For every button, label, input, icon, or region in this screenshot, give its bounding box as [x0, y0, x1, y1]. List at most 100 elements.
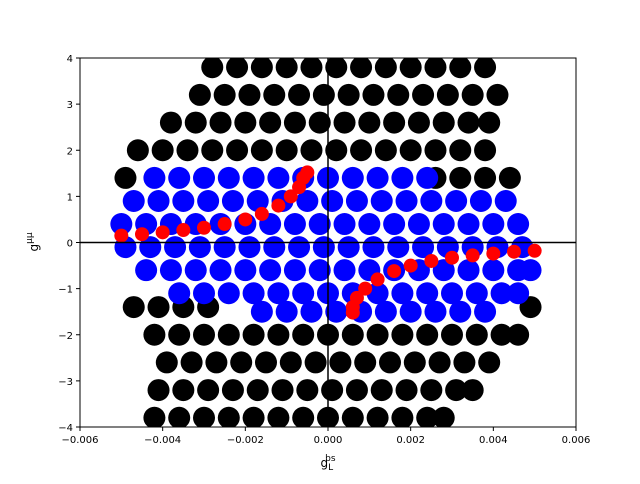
scatter-point: [201, 58, 224, 79]
scatter-point: [254, 206, 269, 221]
x-axis-label: gLbs: [320, 454, 335, 473]
scatter-point: [263, 236, 286, 259]
scatter-point: [296, 379, 319, 402]
scatter-point: [345, 305, 360, 320]
scatter-point: [193, 406, 215, 427]
scatter-point: [321, 379, 344, 402]
scatter-point: [341, 323, 364, 346]
scatter-point: [110, 213, 133, 236]
scatter-point: [275, 58, 298, 79]
scatter-point: [193, 282, 215, 305]
scatter-point: [271, 379, 294, 402]
plot-area: [80, 58, 576, 427]
scatter-point: [147, 189, 170, 212]
scatter-point: [341, 166, 364, 189]
y-tick-label: −4: [58, 423, 73, 434]
scatter-point: [159, 259, 182, 282]
y-tick-label: 3: [67, 100, 73, 111]
scatter-point: [391, 323, 414, 346]
scatter-point: [259, 259, 282, 282]
scatter-point: [184, 111, 207, 134]
scatter-point: [308, 213, 331, 236]
scatter-point: [275, 139, 298, 162]
scatter-point: [329, 351, 352, 374]
scatter-point: [193, 323, 215, 346]
scatter-point: [399, 139, 422, 162]
scatter-point: [283, 213, 306, 236]
scatter-point: [424, 58, 447, 79]
scatter-point: [226, 58, 249, 79]
scatter-point: [267, 166, 290, 189]
scatter-point: [168, 282, 191, 305]
scatter-point: [449, 166, 472, 189]
scatter-point: [300, 300, 323, 323]
scatter-point: [155, 225, 170, 240]
scatter-point: [428, 351, 451, 374]
scatter-point: [155, 351, 178, 374]
scatter-point: [333, 213, 356, 236]
scatter-point: [383, 213, 406, 236]
scatter-point: [461, 83, 484, 106]
scatter-point: [267, 323, 290, 346]
scatter-point: [238, 236, 261, 259]
scatter-point: [217, 406, 240, 427]
scatter-point: [333, 259, 356, 282]
scatter-point: [366, 406, 389, 427]
scatter-point: [474, 139, 497, 162]
scatter-point: [209, 111, 232, 134]
scatter-point: [374, 139, 397, 162]
scatter-point: [250, 300, 273, 323]
scatter-point: [226, 139, 249, 162]
scatter-point: [242, 323, 265, 346]
scatter-point: [122, 189, 145, 212]
scatter-point: [395, 189, 418, 212]
scatter-point: [490, 323, 513, 346]
y-tick-label: 4: [67, 54, 73, 65]
y-label-base: g: [27, 244, 41, 252]
scatter-point: [143, 323, 166, 346]
scatter-point: [172, 189, 195, 212]
scatter-point: [482, 259, 505, 282]
scatter-point: [238, 212, 253, 227]
scatter-point: [420, 379, 443, 402]
scatter-point: [337, 83, 360, 106]
scatter-point: [312, 236, 335, 259]
scatter-point: [246, 189, 269, 212]
scatter-point: [432, 111, 455, 134]
scatter-point: [143, 406, 166, 427]
scatter-point: [135, 227, 149, 242]
scatter-point: [151, 139, 174, 162]
scatter-point: [498, 166, 521, 189]
scatter-point: [403, 351, 426, 374]
scatter-point: [176, 139, 199, 162]
scatter-point: [432, 406, 455, 427]
scatter-point: [387, 236, 410, 259]
scatter-point: [296, 189, 319, 212]
scatter-point: [234, 259, 257, 282]
x-label-sub: L: [328, 463, 333, 473]
y-tick-label: 1: [67, 192, 73, 203]
scatter-point: [221, 189, 244, 212]
scatter-point: [379, 351, 401, 374]
scatter-point: [407, 213, 430, 236]
scatter-point: [292, 323, 315, 346]
scatter-point: [457, 259, 480, 282]
scatter-point: [424, 300, 447, 323]
scatter-point: [321, 189, 344, 212]
scatter-point: [217, 217, 232, 232]
scatter-point: [217, 282, 240, 305]
scatter-point: [267, 406, 290, 427]
scatter-point: [449, 58, 472, 79]
scatter-point: [147, 379, 170, 402]
y-tick-label: −2: [58, 331, 73, 342]
scatter-point: [312, 83, 335, 106]
scatter-point: [275, 300, 298, 323]
scatter-point: [217, 323, 240, 346]
scatter-point: [122, 296, 145, 319]
y-tick-label: −1: [58, 285, 73, 296]
scatter-point: [474, 166, 497, 189]
scatter-point: [465, 323, 488, 346]
scatter-point: [465, 248, 480, 263]
scatter-point: [457, 111, 480, 134]
scatter-point: [370, 272, 385, 287]
